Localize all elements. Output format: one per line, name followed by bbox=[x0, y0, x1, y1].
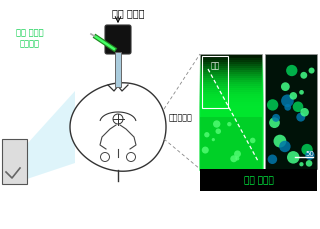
Text: 미세 내시경: 미세 내시경 bbox=[112, 8, 144, 18]
Circle shape bbox=[213, 121, 220, 128]
Circle shape bbox=[234, 151, 241, 158]
Circle shape bbox=[267, 100, 278, 111]
Text: 50: 50 bbox=[305, 150, 314, 156]
Bar bbox=[115, 53, 121, 88]
Circle shape bbox=[215, 129, 221, 134]
FancyBboxPatch shape bbox=[105, 26, 131, 55]
Bar bbox=[2, 139, 27, 184]
Circle shape bbox=[235, 157, 239, 161]
Circle shape bbox=[290, 93, 297, 100]
Circle shape bbox=[299, 162, 304, 167]
Circle shape bbox=[212, 138, 215, 142]
Circle shape bbox=[308, 68, 315, 74]
Circle shape bbox=[250, 138, 255, 144]
Bar bbox=[265, 55, 317, 169]
Circle shape bbox=[281, 83, 290, 92]
Circle shape bbox=[281, 95, 294, 108]
Bar bbox=[202, 57, 228, 109]
Text: 칼슘 지표자
바이러스: 칼슘 지표자 바이러스 bbox=[16, 28, 44, 49]
Circle shape bbox=[299, 91, 304, 95]
Circle shape bbox=[269, 118, 280, 128]
Circle shape bbox=[227, 123, 232, 127]
Circle shape bbox=[293, 102, 303, 113]
Text: 렌즈: 렌즈 bbox=[210, 61, 220, 70]
Bar bbox=[200, 117, 262, 169]
Circle shape bbox=[287, 151, 300, 164]
Text: 전대상피질: 전대상피질 bbox=[169, 113, 193, 122]
Circle shape bbox=[272, 114, 280, 122]
Bar bbox=[200, 55, 262, 169]
Circle shape bbox=[274, 135, 286, 148]
Circle shape bbox=[202, 147, 209, 154]
Text: 칼슘 지표자: 칼슘 지표자 bbox=[244, 176, 273, 185]
Circle shape bbox=[230, 156, 237, 163]
Circle shape bbox=[286, 65, 298, 77]
Circle shape bbox=[300, 109, 309, 117]
Circle shape bbox=[301, 144, 313, 155]
Circle shape bbox=[268, 155, 277, 164]
Circle shape bbox=[296, 113, 305, 122]
Circle shape bbox=[305, 151, 315, 160]
Circle shape bbox=[204, 133, 210, 138]
Circle shape bbox=[306, 160, 312, 167]
Polygon shape bbox=[70, 83, 166, 172]
Circle shape bbox=[300, 73, 307, 79]
Bar bbox=[200, 169, 317, 191]
Polygon shape bbox=[27, 92, 75, 179]
Circle shape bbox=[279, 141, 291, 153]
Circle shape bbox=[284, 104, 291, 111]
